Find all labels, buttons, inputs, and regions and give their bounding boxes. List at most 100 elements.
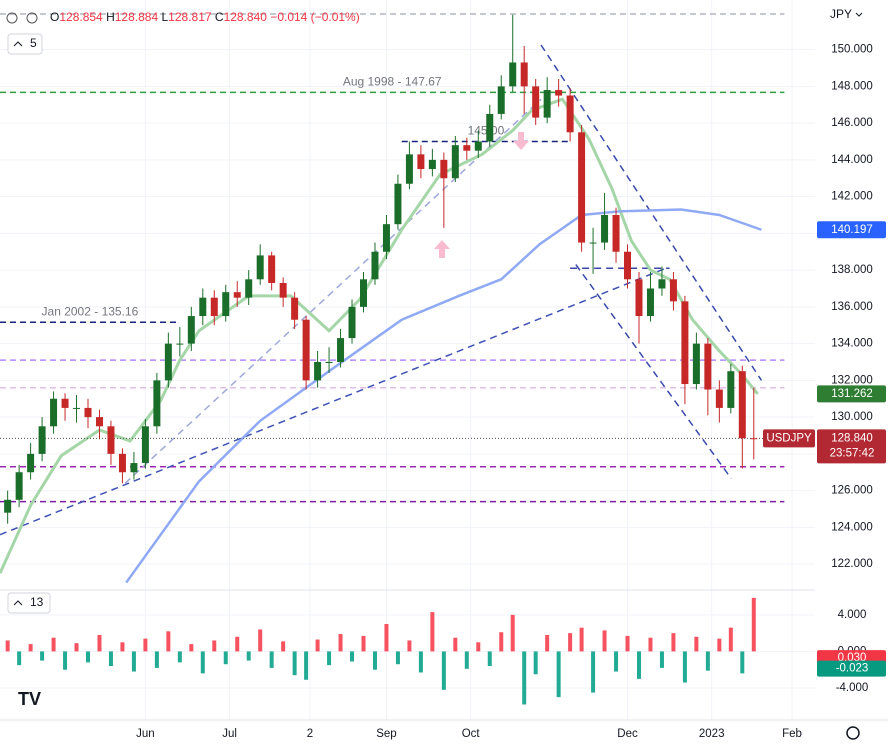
osc-bar (177, 651, 182, 663)
candle-body (646, 288, 654, 317)
plot-layer: Aug 1998 - 147.67 145.00 Jan 2002 - 135.16 (0, 13, 815, 705)
ohlc-header: O128.854 H128.884 L128.817 C128.840 −0.0… (50, 10, 360, 24)
y-tick-label: 150.000 (831, 44, 873, 56)
osc-bar (143, 638, 148, 652)
currency[interactable]: JPY (830, 7, 852, 21)
y-tick-label: 136.000 (831, 301, 873, 313)
candle-body (382, 224, 390, 252)
chevron (13, 41, 23, 47)
candle-body (176, 343, 184, 345)
candle-body (428, 159, 436, 170)
value: 128.817 (168, 10, 212, 24)
candle-body (715, 389, 723, 408)
candle-body (624, 251, 632, 280)
candle-body (727, 371, 735, 408)
change: −0.014 (−0.01%) (270, 10, 359, 24)
x-tick-label: 2023 (699, 728, 725, 740)
osc-bar (384, 624, 389, 652)
x-tick-label: Jul (222, 728, 237, 740)
candle-body (532, 86, 540, 118)
x-tick-label: Jun (136, 728, 155, 740)
oscillator-param: 13 (30, 595, 44, 609)
settings-icon[interactable] (846, 726, 860, 740)
candle-body (130, 463, 138, 473)
candle-body (38, 426, 46, 454)
price-tag: 128.840 (831, 432, 873, 444)
candle-body (95, 417, 103, 427)
candle-body (497, 86, 505, 114)
osc-bar (223, 651, 228, 665)
candle-body (337, 338, 345, 362)
osc-bar (212, 640, 217, 652)
osc-bar (579, 627, 584, 652)
osc-tick-label: -4.000 (836, 682, 869, 694)
candle-body (222, 292, 230, 317)
candle-body (589, 242, 597, 244)
candle-body (635, 279, 643, 317)
osc-bar (556, 651, 561, 698)
osc-bar (430, 612, 435, 652)
osc-bar (338, 634, 343, 652)
y-tick-label: 122.000 (831, 558, 873, 570)
osc-bar (407, 640, 412, 652)
candle-body (50, 398, 58, 427)
osc-bar (281, 641, 286, 652)
osc-bar (453, 637, 458, 652)
symbol-tag: USDJPY (766, 432, 812, 444)
osc-bar (395, 651, 400, 665)
line-tag: 131.262 (831, 388, 873, 400)
candle-body (578, 132, 586, 243)
logo[interactable]: TV (18, 689, 41, 709)
value: 128.840 (224, 10, 268, 24)
osc-bar (17, 651, 22, 666)
candle-body (302, 319, 310, 381)
candle-body (164, 343, 172, 381)
y-tick-label: 144.000 (831, 154, 873, 166)
candle-body (463, 145, 471, 151)
candle-body (141, 426, 149, 464)
osc-bar (591, 651, 596, 693)
x-tick-label: Dec (617, 728, 638, 740)
candle-body (509, 62, 517, 87)
candle-body (359, 279, 367, 307)
osc-bar (510, 614, 515, 652)
osc-bar (361, 635, 366, 652)
osc-bar (728, 627, 733, 652)
x-tick-label: 2 (307, 728, 313, 740)
candle-body (256, 255, 264, 280)
candle-body (73, 407, 81, 409)
candle-body (27, 453, 35, 473)
level-label: Aug 1998 - 147.67 (343, 75, 442, 89)
osc-bar (659, 651, 664, 668)
candle-body (348, 306, 356, 339)
candle-body (440, 159, 448, 179)
candle-body (233, 292, 241, 298)
osc-bar (315, 639, 320, 652)
candle-body (279, 282, 287, 298)
candle-body (268, 255, 276, 283)
candle-body (394, 183, 402, 225)
osc-bar (86, 651, 91, 663)
osc-bar (327, 651, 332, 666)
candle-body (61, 398, 69, 408)
osc-bar (648, 637, 653, 652)
icon[interactable] (26, 12, 38, 24)
candle-body (4, 499, 12, 513)
label: O (50, 10, 59, 24)
chevron (13, 600, 23, 606)
y-tick-label: 148.000 (831, 80, 873, 92)
osc-bar (258, 629, 263, 652)
osc-bar (200, 651, 205, 674)
osc-bar (522, 651, 527, 705)
line-tag: 140.197 (831, 224, 873, 236)
oscillator-legend[interactable] (7, 592, 51, 614)
osc-bar (464, 651, 469, 669)
osc-bar (40, 651, 45, 661)
icon[interactable] (6, 12, 18, 24)
trendline (575, 264, 732, 479)
osc-bar (636, 651, 641, 679)
osc-bar (120, 642, 125, 652)
symbol-tag-bg (763, 429, 815, 448)
indicator-toggle[interactable] (7, 33, 43, 55)
